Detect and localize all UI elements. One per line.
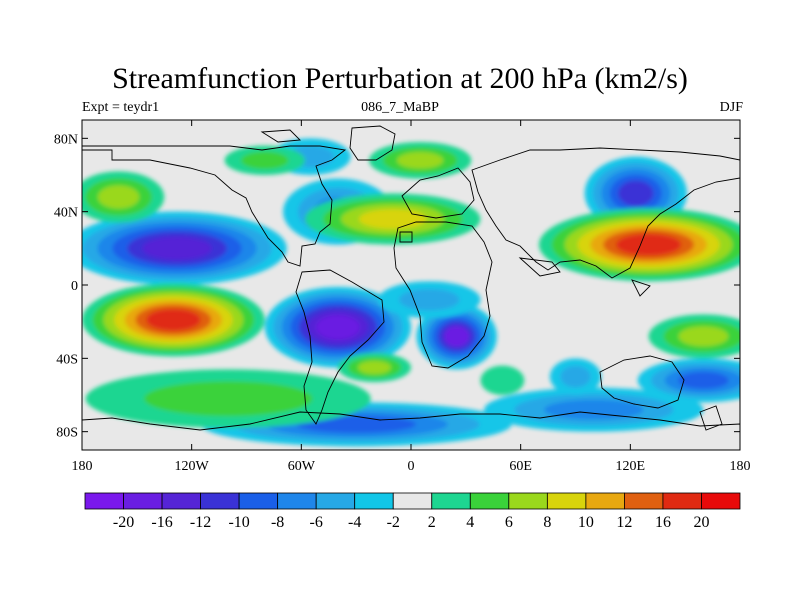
colorbar-label: 8 xyxy=(543,514,551,531)
colorbar-label: -10 xyxy=(228,514,249,531)
y-axis: 80N 40N 0 40S 80S xyxy=(54,132,740,441)
colorbar-label: 4 xyxy=(466,514,474,531)
colorbar-label: 6 xyxy=(505,514,513,531)
y-tick-label: 40N xyxy=(54,206,78,221)
colorbar-label: 2 xyxy=(428,514,436,531)
colorbar-swatch xyxy=(392,492,433,510)
contour-band xyxy=(480,365,525,396)
colorbar-swatch xyxy=(84,492,124,510)
colorbar-label: -2 xyxy=(387,514,400,531)
colorbar-label: -16 xyxy=(151,514,172,531)
plot-area xyxy=(81,119,741,451)
x-tick-label: 60E xyxy=(509,459,532,474)
chart-title: Streamfunction Perturbation at 200 hPa (… xyxy=(112,62,688,95)
colorbar-swatch xyxy=(701,492,741,510)
contour-band xyxy=(144,381,313,416)
x-tick-label: 180 xyxy=(72,459,93,474)
colorbar-swatch xyxy=(469,492,510,510)
coastlines xyxy=(82,125,740,450)
x-tick-label: 120E xyxy=(616,459,646,474)
colorbar-swatch xyxy=(508,492,548,510)
colorbar-swatch xyxy=(315,492,356,510)
colorbar-label: 16 xyxy=(655,514,671,531)
contour-band xyxy=(560,365,591,388)
x-tick-label: 0 xyxy=(408,459,415,474)
colorbar-swatch xyxy=(662,492,702,510)
colorbar-swatch xyxy=(624,492,664,510)
colorbar-label: -12 xyxy=(190,514,211,531)
contour-band xyxy=(443,325,470,347)
contour-band xyxy=(146,308,201,331)
colorbar-label: -20 xyxy=(113,514,134,531)
y-tick-label: 0 xyxy=(71,279,78,294)
colorbar-swatch xyxy=(546,492,587,510)
colorbar-swatch xyxy=(431,492,471,510)
colorbar-swatch xyxy=(123,492,163,510)
y-tick-label: 80N xyxy=(54,132,78,147)
contour-band xyxy=(358,209,427,229)
y-tick-label: 40S xyxy=(56,352,78,367)
experiment-label: Expt = teydr1 xyxy=(82,100,160,115)
season-label: DJF xyxy=(719,100,743,115)
x-axis: 180 120W 60W 0 60E 120E 180 xyxy=(72,120,751,474)
colorbar-swatch xyxy=(200,492,240,510)
contour-band xyxy=(544,399,644,420)
contour-band xyxy=(316,315,360,340)
y-tick-label: 80S xyxy=(56,426,78,441)
contour-band xyxy=(678,326,729,347)
contour-band xyxy=(241,151,289,169)
x-tick-label: 60W xyxy=(288,459,316,474)
contour-band xyxy=(396,152,444,169)
contour-band xyxy=(616,233,682,256)
contour-band xyxy=(399,288,460,311)
colorbar-swatch xyxy=(277,492,317,510)
period-label: 086_7_MaBP xyxy=(361,100,439,115)
colorbar-label: -8 xyxy=(271,514,284,531)
colorbar: -20 -16 -12 -10 -8 -6 -4 -2 2 4 6 8 10 12 16 20 xyxy=(84,492,741,531)
colorbar-label: 12 xyxy=(616,514,632,531)
colorbar-label: 20 xyxy=(693,514,709,531)
colorbar-label: -6 xyxy=(310,514,323,531)
contour-band xyxy=(678,371,729,389)
colorbar-label: -4 xyxy=(348,514,361,531)
contour-band xyxy=(97,185,140,209)
colorbar-swatch xyxy=(238,492,279,510)
x-tick-label: 180 xyxy=(730,459,751,474)
colorbar-swatch xyxy=(161,492,201,510)
contour-band xyxy=(142,236,212,260)
contour-fields xyxy=(82,138,740,447)
colorbar-label: 10 xyxy=(578,514,594,531)
contour-band xyxy=(618,180,654,206)
colorbar-swatch xyxy=(354,492,394,510)
contour-band xyxy=(357,360,392,375)
x-tick-label: 120W xyxy=(175,459,210,474)
colorbar-swatch xyxy=(585,492,625,510)
